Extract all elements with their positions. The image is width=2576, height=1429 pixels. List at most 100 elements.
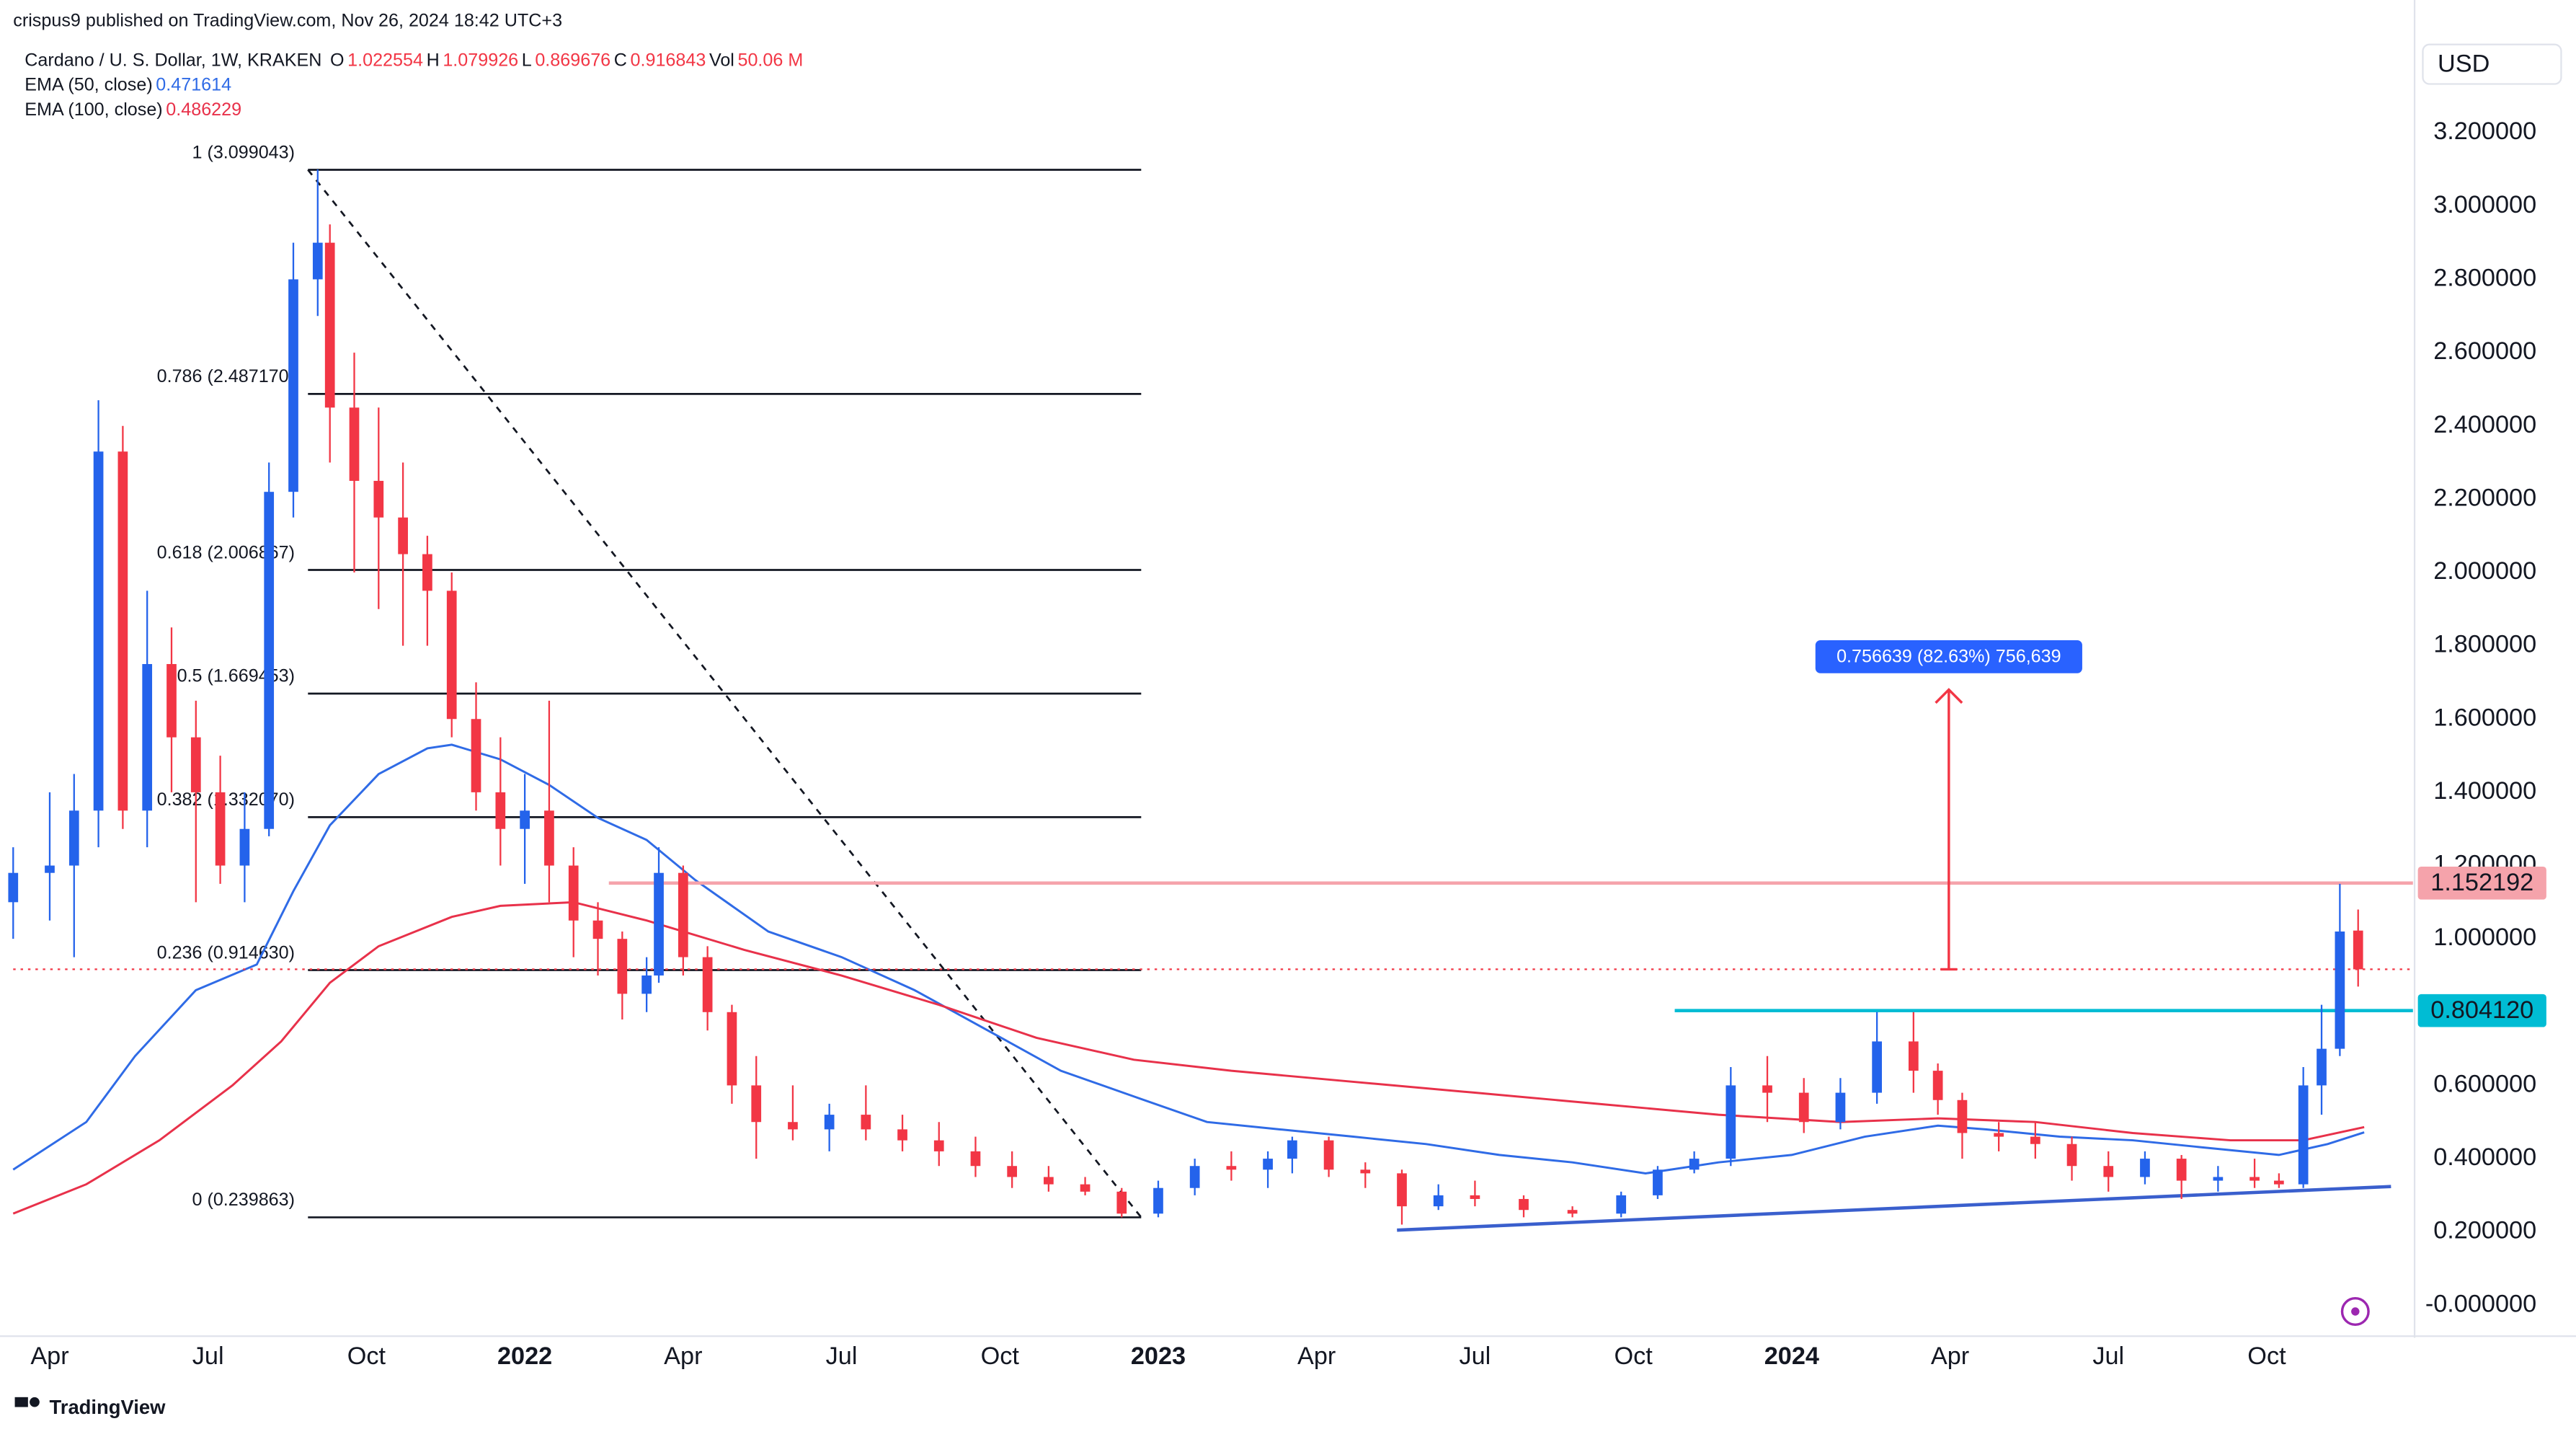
y-tick-label: 0.600000	[2433, 1070, 2536, 1097]
candle-body	[751, 1085, 762, 1123]
y-tick-label: 1.400000	[2433, 777, 2536, 805]
x-tick-label: Apr	[1297, 1342, 1336, 1370]
level-label-box	[2417, 866, 2546, 900]
candle-body	[8, 872, 19, 903]
candle-body	[1689, 1159, 1700, 1170]
ema-legend: EMA (50, close) 0.471614	[25, 76, 234, 95]
legend-value: 50.06 M	[737, 50, 804, 71]
legend-key: O	[329, 50, 345, 71]
legend-key: H	[426, 50, 440, 71]
x-tick-label: Apr	[664, 1342, 702, 1370]
candle-body	[2274, 1180, 2284, 1185]
candle-body	[1226, 1166, 1237, 1170]
x-tick-label: Apr	[1931, 1342, 1969, 1370]
legend-name: EMA (50, close)	[25, 76, 153, 96]
y-tick-label: 2.000000	[2433, 557, 2536, 585]
legend-value: 0.916843	[630, 50, 706, 71]
x-tick-label: Oct	[2247, 1342, 2286, 1370]
currency-button[interactable]	[2422, 43, 2562, 85]
candle-body	[1567, 1210, 1578, 1214]
x-tick-label: 2022	[497, 1342, 552, 1370]
candle-body	[1153, 1187, 1163, 1214]
candle-body	[1116, 1191, 1127, 1214]
candle-body	[544, 810, 554, 866]
fib-label: 0 (0.239863)	[192, 1190, 295, 1210]
candle-body	[190, 737, 201, 792]
candle-body	[1872, 1041, 1882, 1093]
y-tick-label: 1.800000	[2433, 631, 2536, 658]
candle-body	[166, 664, 177, 738]
y-tick-label: 0.400000	[2433, 1143, 2536, 1171]
candle-body	[897, 1129, 907, 1141]
x-tick-label: Oct	[1614, 1342, 1653, 1370]
candle-body	[495, 792, 506, 829]
published-note: crispus9 published on TradingView.com, N…	[13, 11, 563, 32]
candle-body	[1433, 1195, 1444, 1207]
settings-icon[interactable]	[2340, 1297, 2370, 1326]
candle-body	[398, 517, 408, 554]
y-tick-label: 2.600000	[2433, 337, 2536, 365]
candle-body	[970, 1151, 981, 1167]
candle-body	[1957, 1100, 1968, 1133]
ema-line	[12, 901, 2365, 1215]
candle-body	[1044, 1177, 1054, 1185]
candle-body	[861, 1115, 871, 1130]
y-tick-label: 0.200000	[2433, 1217, 2536, 1244]
logo-mark	[14, 1397, 28, 1407]
candle-body	[1616, 1195, 1627, 1214]
currency: USD	[2438, 50, 2490, 77]
candle-body	[264, 492, 275, 829]
x-tick-label: Oct	[981, 1342, 1020, 1370]
measure-label-box	[1815, 640, 2082, 673]
candle-body	[641, 975, 652, 994]
candle-body	[1519, 1198, 1529, 1211]
candle-body	[2335, 931, 2345, 1049]
candle-body	[373, 480, 384, 518]
symbol-legend: Cardano / U. S. Dollar, 1W, KRAKEN O 1.02…	[25, 51, 807, 71]
legend-key: Vol	[709, 50, 734, 71]
candle-body	[1397, 1173, 1407, 1207]
candle-body	[446, 590, 457, 720]
candle-body	[2249, 1177, 2260, 1181]
fib-label: 0.618 (2.006867)	[157, 542, 295, 562]
x-tick-label: Jul	[2092, 1342, 2124, 1370]
candle-body	[1908, 1041, 1919, 1071]
candle-body	[2317, 1048, 2327, 1086]
candle-body	[1080, 1184, 1091, 1192]
y-tick-label: 3.000000	[2433, 191, 2536, 218]
candle-body	[824, 1115, 835, 1130]
candle-body	[1994, 1133, 2004, 1137]
legend-value: 0.486229	[166, 100, 242, 120]
x-tick-label: Oct	[347, 1342, 386, 1370]
logo-mark	[30, 1397, 40, 1407]
legend-value: 1.079926	[443, 50, 519, 71]
legend-value: 0.869676	[535, 50, 611, 71]
candle-body	[312, 242, 323, 280]
candle-body	[93, 451, 104, 811]
y-tick-label: 2.400000	[2433, 411, 2536, 438]
candle-body	[933, 1140, 944, 1151]
y-tick-label: 1.000000	[2433, 924, 2536, 951]
level-label-box	[2417, 994, 2546, 1027]
candle-body	[2213, 1177, 2224, 1181]
x-tick-label: Apr	[30, 1342, 68, 1370]
fib-label: 0.786 (2.487170)	[157, 366, 295, 386]
legend-key: L	[521, 50, 532, 71]
ema-legend: EMA (100, close) 0.486229	[25, 100, 244, 120]
candle-body	[2030, 1136, 2040, 1144]
candle-body	[592, 920, 603, 939]
candle-body	[1653, 1169, 1663, 1195]
x-tick-label: 2024	[1764, 1342, 1819, 1370]
candle-body	[45, 865, 55, 873]
candle-body	[2066, 1143, 2077, 1167]
measure-arrowhead	[1935, 688, 1963, 704]
candle-body	[2176, 1159, 2187, 1181]
candle-body	[727, 1012, 737, 1086]
y-tick-label: 3.200000	[2433, 118, 2536, 145]
candle-body	[349, 407, 360, 481]
candle-body	[788, 1122, 798, 1130]
candle-body	[288, 279, 298, 492]
fib-label: 0.236 (0.914630)	[157, 942, 295, 963]
